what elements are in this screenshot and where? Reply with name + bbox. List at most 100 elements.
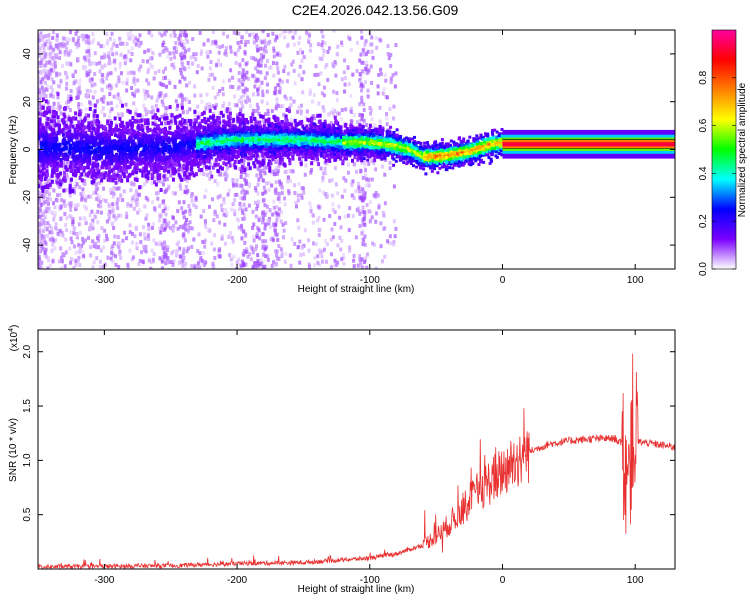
- spectrogram-cell: [38, 227, 42, 232]
- spectrogram-cell: [148, 127, 152, 132]
- spectrogram-cell: [160, 266, 164, 269]
- spectrogram-cell: [87, 170, 91, 175]
- spectrogram-cell: [339, 117, 343, 122]
- spectrogram-cell: [243, 240, 247, 245]
- spectrogram-cell: [118, 36, 122, 41]
- spectrogram-cell: [279, 247, 283, 252]
- spectrogram-cell: [246, 95, 250, 100]
- spectrogram-cell: [64, 37, 68, 42]
- spectrogram-cell: [90, 83, 94, 88]
- spectrogram-cell: [105, 76, 109, 81]
- spectrogram-cell: [314, 64, 318, 69]
- spectrogram-cell: [57, 204, 61, 209]
- spectrogram-cell: [74, 31, 78, 36]
- spectrogram-cell: [380, 259, 384, 264]
- spectrogram-cell: [38, 96, 41, 101]
- spectrogram-cell: [358, 123, 362, 128]
- spectrogram-cell: [246, 181, 250, 186]
- spectrogram-cell: [389, 76, 393, 81]
- spectrogram-cell: [93, 82, 97, 87]
- spectrogram-cell: [173, 33, 177, 38]
- spectrogram-cell: [302, 243, 306, 248]
- spectrogram-cell: [129, 33, 133, 38]
- spectrogram-cell: [374, 266, 378, 269]
- spectrogram-cell: [167, 158, 171, 163]
- spectrogram-cell: [57, 120, 61, 125]
- spectrogram-cell: [91, 265, 95, 269]
- spectrogram-cell: [49, 160, 53, 165]
- spectrogram-cell: [92, 175, 96, 180]
- spectrogram-cell: [239, 196, 243, 201]
- spectrogram-cell: [351, 179, 355, 184]
- spectrogram-cell: [360, 158, 364, 163]
- spectrogram-cell: [38, 164, 40, 169]
- spectrogram-cell: [107, 57, 111, 62]
- spectrogram-cell: [340, 43, 344, 48]
- spectrogram-cell: [208, 49, 212, 54]
- spectrogram-cell: [364, 256, 368, 261]
- spectrogram-cell: [162, 45, 166, 50]
- spectrogram-cell: [158, 159, 162, 164]
- spectrogram-cell: [188, 212, 192, 217]
- spectrogram-cell: [132, 182, 136, 187]
- spectrogram-cell: [146, 93, 150, 98]
- spectrogram-cell: [68, 125, 72, 130]
- spectrogram-cell: [168, 123, 172, 128]
- spectrogram-cell: [256, 88, 260, 93]
- spectrogram-cell: [321, 175, 325, 180]
- spectrogram-cell: [261, 46, 265, 51]
- spectrogram-cell: [355, 69, 359, 74]
- spectrogram-cell: [254, 214, 258, 219]
- spectrogram-cell: [48, 117, 52, 122]
- spectrogram-cell: [365, 71, 369, 76]
- spectrogram-cell: [135, 119, 139, 124]
- spectrogram-cell: [161, 145, 165, 150]
- spectrogram-cell: [358, 112, 362, 117]
- spectrogram-cell: [103, 63, 107, 68]
- spectrogram-cell: [252, 92, 256, 97]
- spectrogram-cell: [42, 137, 46, 142]
- spectrogram-cell: [79, 191, 83, 196]
- spectrogram-cell: [239, 205, 243, 210]
- spectrogram-cell: [362, 102, 366, 107]
- spectrogram-cell: [118, 96, 122, 101]
- spectrogram-cell: [235, 179, 239, 184]
- spectrogram-cell: [158, 52, 162, 57]
- spectrogram-cell: [307, 248, 311, 253]
- spectrogram-cell: [39, 169, 43, 174]
- spectrogram-cell: [80, 194, 84, 199]
- spectrogram-cell: [389, 63, 393, 68]
- spectrogram-cell: [273, 90, 277, 95]
- spectrogram-cell: [274, 159, 278, 164]
- spectrogram-cell: [358, 211, 362, 216]
- spectrogram-cell: [64, 100, 68, 105]
- spectrogram-cell: [62, 120, 66, 125]
- spectrogram-cell: [118, 251, 122, 256]
- spectrogram-cell: [117, 264, 121, 269]
- spectrogram-cell: [71, 124, 75, 129]
- spectrogram-cell: [107, 61, 111, 66]
- spectrogram-cell: [78, 109, 82, 114]
- spectrogram-cell: [208, 102, 212, 107]
- spectrogram-cell: [108, 87, 112, 92]
- spectrogram-cell: [227, 159, 231, 164]
- spectrogram-cell: [351, 72, 355, 77]
- spectrogram-cell: [175, 253, 179, 258]
- spectrogram-cell: [234, 60, 238, 65]
- spectrogram-cell: [321, 34, 325, 39]
- spectrogram-cell: [68, 192, 72, 197]
- spectrogram-cell: [42, 221, 46, 226]
- spectrogram-cell: [56, 140, 60, 145]
- spectrogram-cell: [65, 47, 69, 52]
- spectrogram-cell: [183, 67, 187, 72]
- spectrogram-cell: [106, 38, 110, 43]
- spectrogram-cell: [336, 44, 340, 49]
- spectrogram-cell: [382, 87, 386, 92]
- spectrogram-cell: [75, 182, 79, 187]
- spectrogram-cell: [249, 103, 253, 108]
- spectrogram-cell: [261, 118, 265, 123]
- spectrogram-cell: [179, 125, 183, 130]
- spectrogram-cell: [218, 45, 222, 50]
- spectrogram-cell: [77, 36, 81, 41]
- spectrogram-cell: [200, 49, 204, 54]
